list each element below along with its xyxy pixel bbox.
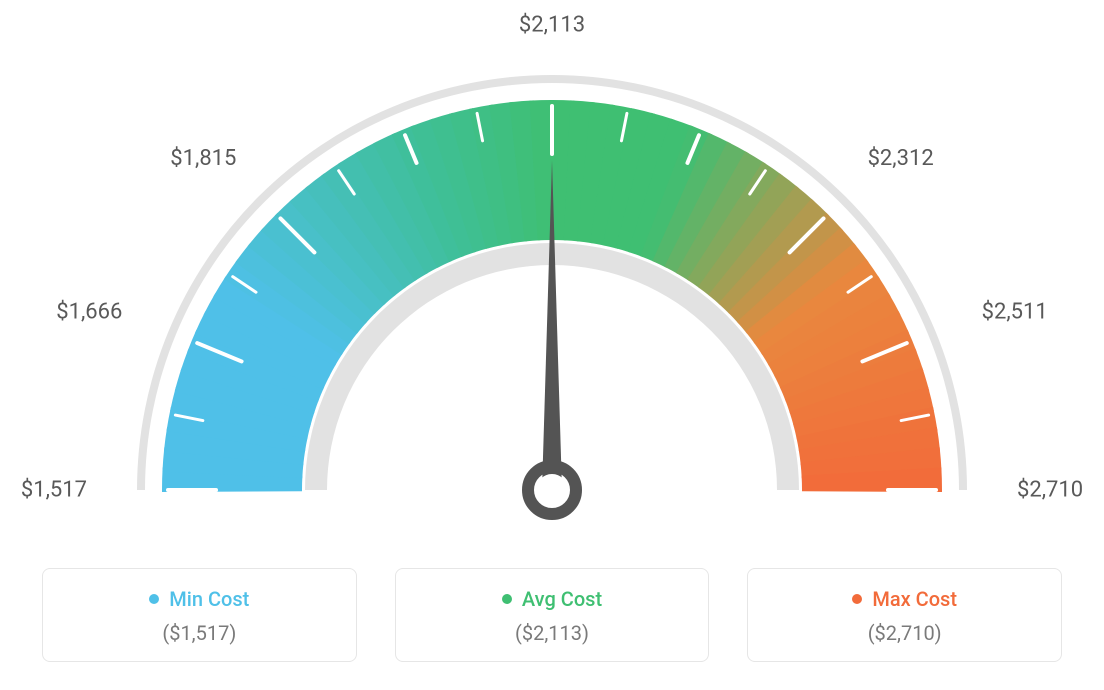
gauge-tick-label: $2,511	[982, 300, 1048, 325]
legend-card-min: Min Cost ($1,517)	[42, 568, 357, 662]
legend-value-avg: ($2,113)	[406, 621, 699, 645]
legend-title-max: Max Cost	[852, 587, 957, 611]
legend-card-avg: Avg Cost ($2,113)	[395, 568, 710, 662]
legend-title-text-max: Max Cost	[872, 587, 957, 611]
legend-value-max: ($2,710)	[758, 621, 1051, 645]
legend-card-max: Max Cost ($2,710)	[747, 568, 1062, 662]
legend-dot-min	[149, 594, 159, 604]
legend-title-text-min: Min Cost	[169, 587, 249, 611]
gauge-tick-label: $2,113	[519, 13, 585, 38]
gauge-tick-label: $1,666	[56, 300, 122, 325]
legend-value-min: ($1,517)	[53, 621, 346, 645]
gauge-svg	[0, 0, 1104, 560]
legend-title-text-avg: Avg Cost	[522, 587, 602, 611]
legend: Min Cost ($1,517) Avg Cost ($2,113) Max …	[0, 568, 1104, 662]
cost-gauge-chart: $1,517 $1,666 $1,815 $2,113 $2,312 $2,511 $2,7…	[0, 0, 1104, 690]
legend-dot-max	[852, 594, 862, 604]
gauge-tick-label: $2,710	[1017, 478, 1083, 503]
legend-title-avg: Avg Cost	[502, 587, 602, 611]
gauge-tick-label: $1,517	[21, 478, 87, 503]
legend-dot-avg	[502, 594, 512, 604]
legend-title-min: Min Cost	[149, 587, 249, 611]
gauge-tick-label: $2,312	[868, 146, 934, 171]
gauge-tick-label: $1,815	[170, 146, 236, 171]
